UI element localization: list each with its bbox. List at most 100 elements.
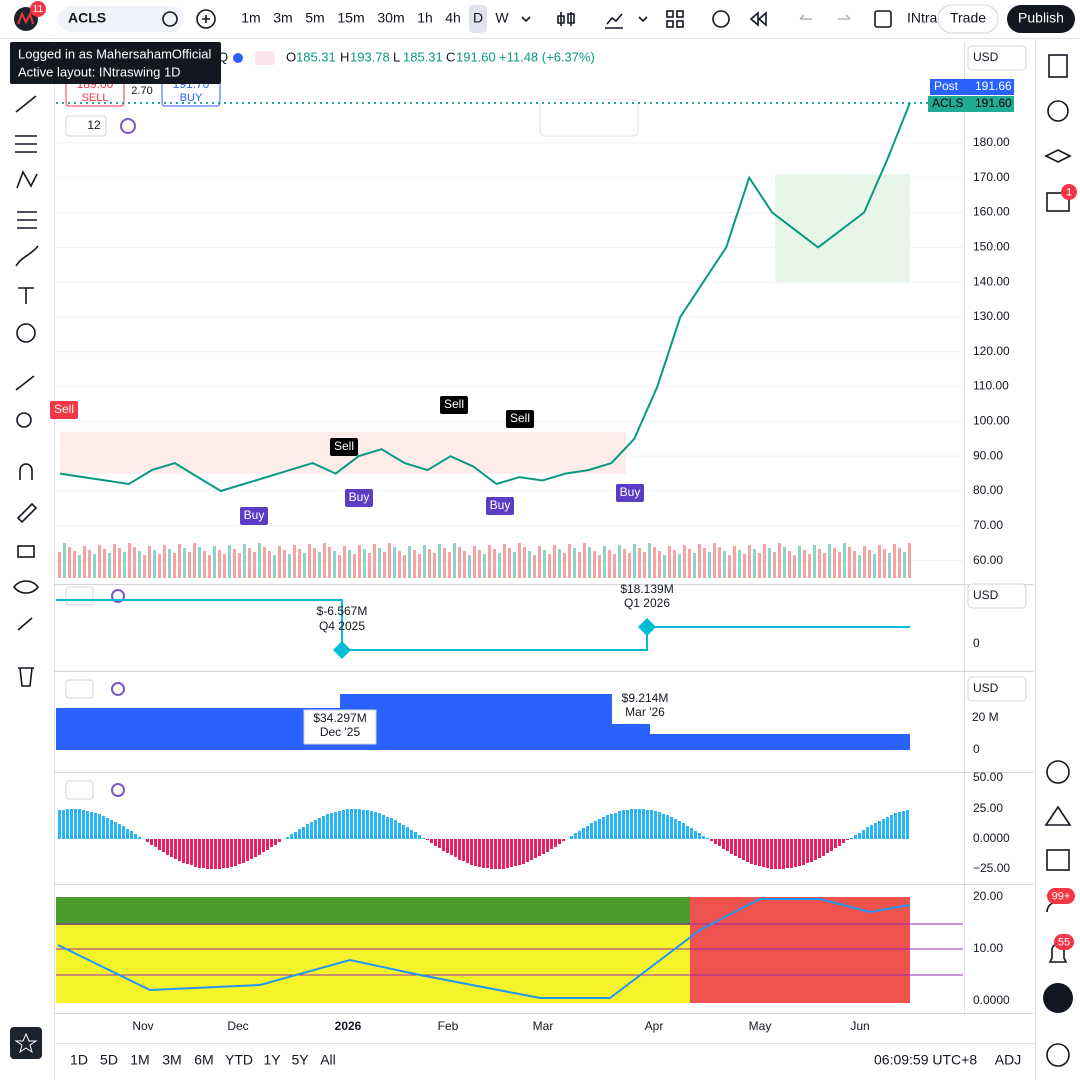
- volume-bar: [513, 552, 516, 578]
- volume-bar: [693, 553, 696, 578]
- histogram-bar: [434, 839, 437, 846]
- histogram-bar: [862, 830, 865, 839]
- range-button[interactable]: 1M: [130, 1052, 149, 1068]
- histogram-bar: [722, 839, 725, 849]
- histogram-bar: [330, 813, 333, 839]
- icon: [255, 51, 275, 65]
- volume-bar: [378, 548, 381, 578]
- histogram-bar: [350, 809, 353, 839]
- refresh[interactable]: [120, 118, 136, 134]
- volume-bar: [148, 546, 151, 578]
- histogram-bar: [610, 814, 613, 839]
- interval[interactable]: 4h: [445, 10, 461, 26]
- volume-bar: [888, 553, 891, 578]
- volume-bar: [153, 550, 156, 578]
- histogram-bar: [250, 839, 253, 859]
- histogram-bar: [534, 839, 537, 858]
- histogram-bar: [746, 839, 749, 862]
- histogram-bar: [222, 839, 225, 868]
- volume-bar: [758, 553, 761, 578]
- range-button[interactable]: 1Y: [263, 1052, 281, 1068]
- histogram-bar: [694, 831, 697, 839]
- histogram-bar: [826, 839, 829, 853]
- volume-bar: [788, 551, 791, 578]
- histogram-bar: [666, 815, 669, 839]
- histogram-bar: [674, 819, 677, 839]
- cash-value: $34.297M: [313, 711, 366, 725]
- interval[interactable]: 5m: [305, 10, 324, 26]
- publish-button[interactable]: [1007, 5, 1075, 33]
- pane-toggle[interactable]: [65, 586, 94, 606]
- currency-select[interactable]: [967, 676, 1027, 702]
- range-button[interactable]: All: [320, 1052, 336, 1068]
- volume-bar: [723, 551, 726, 578]
- histogram-bar: [154, 839, 157, 847]
- histogram-bar: [338, 811, 341, 839]
- price-tick: 90.00: [973, 448, 1003, 462]
- currency-select[interactable]: [967, 45, 1027, 71]
- symbol-search[interactable]: [58, 6, 184, 32]
- trade-button[interactable]: [937, 4, 999, 34]
- histogram-bar: [198, 839, 201, 868]
- interval[interactable]: 3m: [273, 10, 292, 26]
- pane-toggle[interactable]: [65, 780, 94, 800]
- volume-bar: [333, 551, 336, 578]
- histogram-bar: [374, 812, 377, 839]
- currency: USD: [973, 588, 999, 602]
- histogram-bar: [58, 810, 61, 839]
- volume-bar: [338, 555, 341, 578]
- cash-value: $9.214M: [622, 691, 669, 705]
- currency-select[interactable]: [967, 583, 1027, 609]
- histogram-bar: [618, 811, 621, 839]
- indicators-toggle[interactable]: [65, 115, 107, 137]
- range-button[interactable]: 5Y: [291, 1052, 309, 1068]
- histogram-bar: [670, 817, 673, 839]
- volume-bar: [288, 554, 291, 578]
- interval[interactable]: 1h: [417, 10, 433, 26]
- volume-bar: [258, 543, 261, 578]
- volume-bar: [603, 546, 606, 578]
- apps[interactable]: [1043, 983, 1073, 1013]
- histogram-bar: [234, 839, 237, 866]
- add-symbol[interactable]: [196, 9, 216, 29]
- histogram-bar: [158, 839, 161, 850]
- volume-bar: [158, 554, 161, 578]
- range-button[interactable]: 5D: [100, 1052, 118, 1068]
- refresh[interactable]: [111, 682, 125, 696]
- adj-button[interactable]: ADJ: [995, 1052, 1021, 1068]
- range-button[interactable]: 1D: [70, 1052, 88, 1068]
- range-button[interactable]: YTD: [225, 1052, 253, 1068]
- histogram-bar: [858, 833, 861, 839]
- interval[interactable]: 15m: [337, 10, 364, 26]
- volume-bar: [108, 553, 111, 578]
- histogram-bar: [386, 817, 389, 839]
- favorites[interactable]: [14, 1032, 38, 1054]
- volume-bar: [178, 544, 181, 578]
- volume-bar: [808, 554, 811, 578]
- time-tick: Feb: [438, 1019, 459, 1033]
- interval[interactable]: 1m: [241, 10, 260, 26]
- volume-bar: [443, 548, 446, 578]
- histogram-bar: [842, 839, 845, 843]
- histogram-bar: [414, 832, 417, 839]
- interval[interactable]: W: [495, 10, 509, 26]
- price-tick: 60.00: [973, 553, 1003, 567]
- volume-bar: [673, 550, 676, 578]
- volume-bar: [903, 552, 906, 578]
- histogram-bar: [890, 815, 893, 839]
- layout-name[interactable]: INtra: [907, 10, 938, 26]
- interval[interactable]: D: [473, 10, 483, 26]
- histogram-bar: [814, 839, 817, 860]
- interval[interactable]: 30m: [377, 10, 404, 26]
- signal-tag: [486, 497, 514, 515]
- histogram-bar: [450, 839, 453, 855]
- range-button[interactable]: 3M: [162, 1052, 181, 1068]
- volume-bar: [113, 544, 116, 578]
- histogram-bar: [522, 839, 525, 864]
- range-button[interactable]: 6M: [194, 1052, 213, 1068]
- pane-toggle[interactable]: [65, 679, 94, 699]
- refresh[interactable]: [111, 589, 125, 603]
- publish-label: Publish: [1018, 10, 1064, 26]
- refresh[interactable]: [111, 783, 125, 797]
- volume-bar: [773, 552, 776, 578]
